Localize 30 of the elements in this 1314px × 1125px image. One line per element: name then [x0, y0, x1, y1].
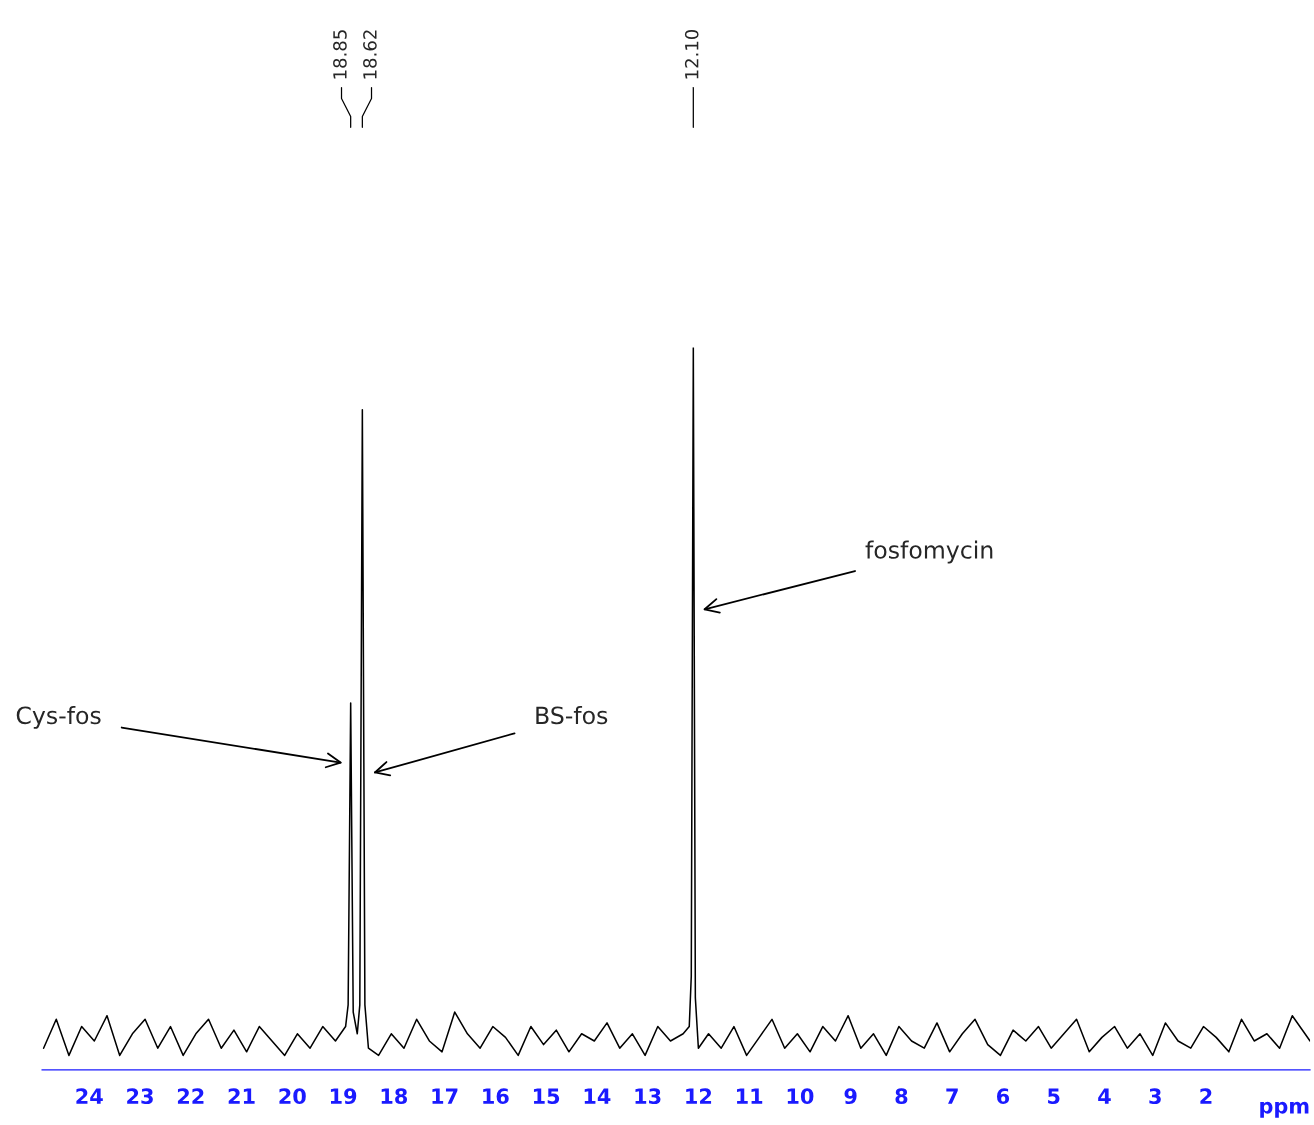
x-tick-label: 23 [127, 1088, 153, 1105]
annotation: BS-fos [536, 705, 608, 725]
x-tick-label: 12 [686, 1088, 712, 1104]
x-tick-label: 19 [330, 1088, 357, 1105]
text: 18.62 [363, 30, 377, 79]
x-tick-label: 17 [432, 1088, 458, 1104]
x-tick-label: 2 [1200, 1088, 1212, 1104]
x-tick-label: 11 [737, 1088, 763, 1104]
x-tick-label: 18 [381, 1088, 408, 1105]
x-tick-label: 21 [228, 1088, 255, 1104]
x-tick-label: 8 [895, 1088, 908, 1105]
x-tick-label: 13 [635, 1088, 661, 1105]
x-tick-label: 20 [279, 1088, 306, 1105]
x-tick-label: 4 [1098, 1088, 1111, 1104]
annotation: fosfomycin [865, 540, 993, 564]
annotation: Cys-fos [16, 705, 101, 729]
x-tick-label: 24 [76, 1088, 103, 1104]
x-tick-label: 5 [1048, 1088, 1060, 1105]
text: 12.10 [684, 29, 699, 79]
x-tick-label: 10 [787, 1088, 814, 1105]
x-tick-label: 7 [946, 1088, 958, 1104]
x-tick-label: 14 [584, 1088, 611, 1104]
x-tick-label: 15 [533, 1088, 560, 1105]
x-axis-title: ppm [1260, 1101, 1309, 1118]
x-tick-label: 3 [1149, 1088, 1161, 1105]
x-tick-label: 9 [844, 1088, 857, 1105]
x-tick-label: 6 [997, 1088, 1010, 1105]
x-tick-label: 22 [177, 1088, 204, 1104]
text: 18.85 [333, 30, 347, 79]
x-tick-label: 16 [483, 1088, 509, 1105]
